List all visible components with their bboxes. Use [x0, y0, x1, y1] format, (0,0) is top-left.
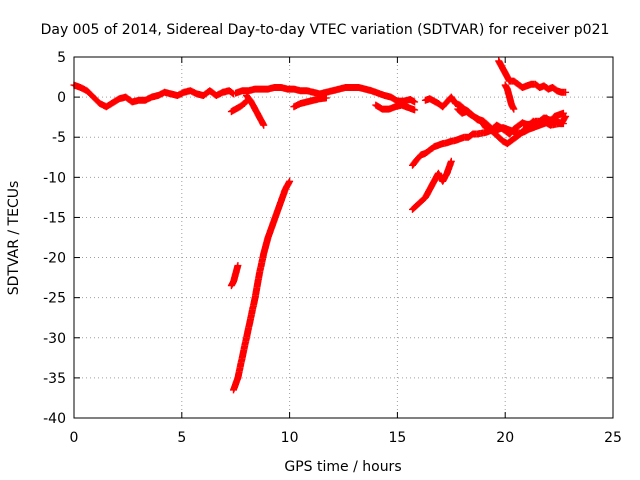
y-axis-label: SDTVAR / TECUs	[6, 181, 22, 296]
data-series-arc-8	[372, 101, 419, 114]
x-axis-label: GPS time / hours	[284, 459, 401, 475]
data-layer	[70, 57, 570, 394]
y-tick-label: -20	[43, 251, 66, 267]
data-points	[227, 97, 250, 116]
data-series-arc-12	[454, 105, 570, 138]
data-points	[501, 81, 518, 113]
data-series-arc-5	[230, 177, 294, 394]
data-points	[495, 57, 570, 96]
grid-layer	[74, 57, 613, 418]
data-series-arc-4	[227, 262, 242, 290]
data-series-arc-13	[495, 57, 570, 96]
data-points	[243, 92, 268, 129]
data-series-arc-14	[501, 81, 518, 113]
x-tick-label: 25	[604, 430, 622, 446]
data-points	[230, 177, 294, 394]
y-tick-label: -40	[43, 411, 66, 427]
y-tick-label: 5	[57, 50, 66, 66]
y-tick-label: -30	[43, 331, 66, 347]
x-tick-label: 0	[70, 430, 79, 446]
data-series-arc-1	[70, 81, 237, 111]
data-points	[372, 101, 419, 114]
y-tick-label: -15	[43, 210, 66, 226]
data-points	[290, 94, 330, 111]
y-tick-label: 0	[57, 90, 66, 106]
x-tick-label: 15	[388, 430, 406, 446]
data-series-arc-3	[243, 92, 268, 129]
data-series-arc-7	[290, 94, 330, 111]
x-tick-label: 20	[496, 430, 514, 446]
data-points	[409, 157, 455, 213]
data-series-arc-10	[409, 157, 455, 213]
y-tick-label: -25	[43, 291, 66, 307]
data-points	[227, 262, 242, 290]
data-points	[454, 105, 570, 138]
chart-title: Day 005 of 2014, Sidereal Day-to-day VTE…	[41, 22, 610, 38]
y-tick-label: -5	[52, 130, 66, 146]
plot-frame	[73, 56, 614, 419]
x-tick-label: 10	[281, 430, 299, 446]
data-series-arc-2	[227, 97, 250, 116]
y-tick-label: -10	[43, 170, 66, 186]
data-series-arc-6	[232, 84, 419, 106]
y-tick-label: -35	[43, 371, 66, 387]
x-tick-label: 5	[177, 430, 186, 446]
data-points	[70, 81, 237, 111]
axis-layer: 0 5 10 15 20 25 5 0 -5 -10 -15 -20 -25 -30 -35 -40	[43, 50, 622, 446]
data-points	[232, 84, 419, 106]
